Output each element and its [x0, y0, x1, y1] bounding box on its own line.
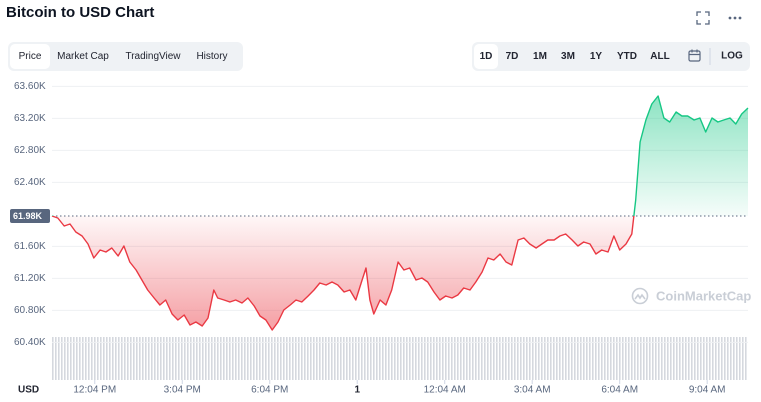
tab-group	[8, 42, 243, 71]
y-tick-label: 62.40K	[14, 177, 46, 188]
log-button[interactable]: LOG	[721, 51, 743, 62]
x-tick-label: 9:04 AM	[689, 385, 726, 396]
range-button[interactable]: 1M	[533, 51, 547, 62]
y-tick-label: 63.20K	[14, 113, 46, 124]
x-tick-label: 12:04 PM	[73, 385, 116, 396]
price-line	[51, 95, 749, 331]
tab-button[interactable]: Price	[19, 51, 42, 62]
y-tick-label: 63.60K	[14, 81, 46, 92]
calendar-icon[interactable]	[688, 49, 701, 62]
x-tick-label: 3:04 AM	[514, 385, 551, 396]
tab-button[interactable]: History	[196, 51, 227, 62]
x-tick-label: 6:04 AM	[601, 385, 638, 396]
range-button[interactable]: YTD	[617, 51, 637, 62]
volume-bars	[52, 337, 748, 380]
y-tick-label: 62.80K	[14, 145, 46, 156]
baseline-label-box	[10, 209, 50, 223]
widget-title: Bitcoin to USD Chart	[6, 4, 154, 21]
active-range	[474, 44, 498, 69]
x-tick-label: 3:04 PM	[164, 385, 201, 396]
y-axis-label: USD	[18, 385, 39, 396]
watermark-logo	[631, 287, 649, 305]
range-button[interactable]: ALL	[650, 51, 669, 62]
range-button[interactable]: 3M	[561, 51, 575, 62]
range-button[interactable]: 1Y	[590, 51, 603, 62]
y-tick-label: 60.80K	[14, 305, 46, 316]
x-tick-label: 12:04 AM	[424, 385, 466, 396]
range-button[interactable]: 7D	[506, 51, 519, 62]
x-tick-label: 6:04 PM	[251, 385, 288, 396]
y-tick-label: 61.60K	[14, 241, 46, 252]
range-button[interactable]: 1D	[480, 51, 493, 62]
range-group	[472, 42, 750, 71]
tab-button[interactable]: TradingView	[125, 51, 181, 62]
y-tick-label: 61.20K	[14, 273, 46, 284]
more-icon[interactable]	[728, 16, 742, 20]
baseline-label: 61.98K	[13, 211, 43, 221]
x-tick-label: 1	[354, 385, 360, 396]
y-tick-label: 60.40K	[14, 337, 46, 348]
watermark: CoinMarketCap	[656, 288, 751, 303]
expand-icon[interactable]	[696, 11, 710, 25]
tab-button[interactable]: Market Cap	[57, 51, 109, 62]
price-area	[52, 96, 748, 330]
active-tab	[10, 44, 50, 69]
